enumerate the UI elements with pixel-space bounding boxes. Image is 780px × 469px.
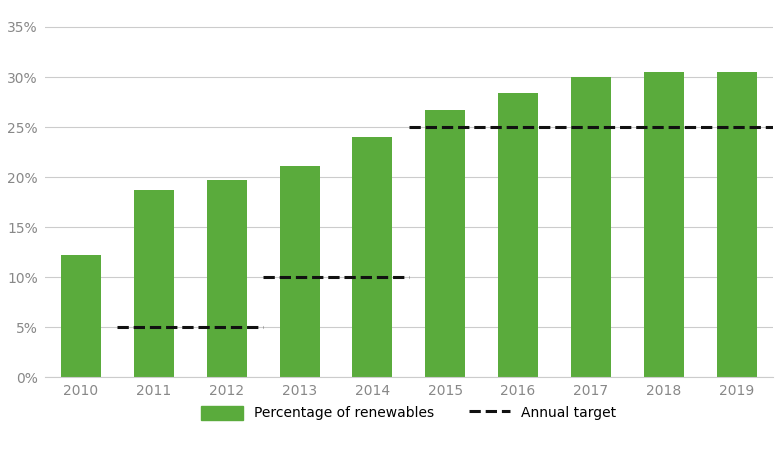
Bar (353, 137, 392, 377)
Bar (644, 72, 684, 377)
Bar (498, 93, 538, 377)
Legend: Percentage of renewables, Annual target: Percentage of renewables, Annual target (196, 400, 622, 426)
Bar (425, 110, 466, 377)
Bar (571, 77, 611, 377)
Bar (134, 190, 174, 377)
Bar (279, 166, 320, 377)
Bar (717, 72, 757, 377)
Bar (207, 180, 246, 377)
Bar (61, 255, 101, 377)
